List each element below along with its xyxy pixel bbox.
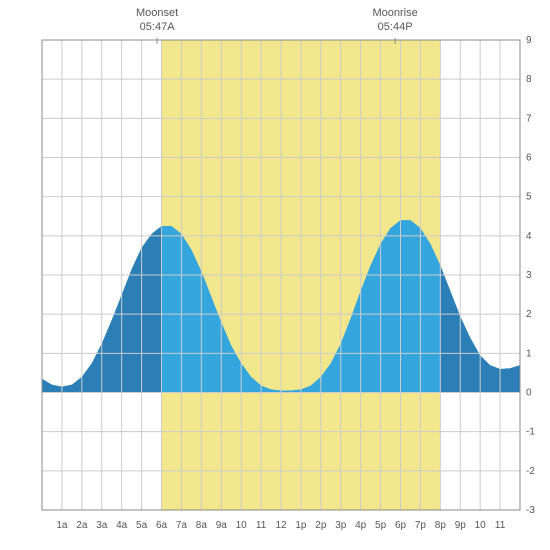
x-tick-label: 9a	[216, 520, 228, 531]
x-tick-label: 5a	[136, 520, 148, 531]
x-tick-label: 3a	[96, 520, 108, 531]
x-tick-label: 6a	[156, 520, 168, 531]
annotation-time: 05:47A	[140, 21, 176, 33]
x-tick-label: 11	[495, 520, 506, 531]
y-tick-label: 7	[526, 113, 532, 124]
annotation-time: 05:44P	[378, 21, 413, 33]
y-tick-label: 6	[526, 153, 532, 164]
annotation-label: Moonset	[136, 7, 178, 19]
y-tick-label: 1	[526, 348, 532, 359]
x-tick-label: 7p	[415, 520, 427, 531]
tide-chart: -3-2-101234567891a2a3a4a5a6a7a8a9a101112…	[0, 0, 550, 550]
y-tick-label: 5	[526, 192, 532, 203]
x-tick-label: 5p	[375, 520, 387, 531]
y-tick-label: 3	[526, 270, 532, 281]
x-tick-label: 8p	[435, 520, 447, 531]
y-tick-label: 0	[526, 388, 532, 399]
y-tick-label: 8	[526, 74, 532, 85]
y-tick-label: 2	[526, 309, 532, 320]
x-tick-label: 10	[475, 520, 487, 531]
chart-svg: -3-2-101234567891a2a3a4a5a6a7a8a9a101112…	[0, 0, 550, 550]
x-tick-label: 7a	[176, 520, 188, 531]
annotation-label: Moonrise	[372, 7, 417, 19]
x-tick-label: 4p	[355, 520, 367, 531]
y-tick-label: -2	[526, 466, 535, 477]
x-tick-label: 8a	[196, 520, 208, 531]
x-tick-label: 9p	[455, 520, 467, 531]
y-tick-label: -3	[526, 505, 535, 516]
x-tick-label: 6p	[395, 520, 407, 531]
x-tick-label: 12	[275, 520, 287, 531]
x-tick-label: 1p	[295, 520, 307, 531]
y-tick-label: 9	[526, 35, 532, 46]
x-tick-label: 2p	[315, 520, 327, 531]
x-tick-label: 11	[256, 520, 267, 531]
y-tick-label: -1	[526, 427, 535, 438]
x-tick-label: 3p	[335, 520, 347, 531]
x-tick-label: 1a	[56, 520, 68, 531]
x-tick-label: 10	[236, 520, 248, 531]
x-tick-label: 4a	[116, 520, 128, 531]
x-tick-label: 2a	[76, 520, 88, 531]
y-tick-label: 4	[526, 231, 532, 242]
